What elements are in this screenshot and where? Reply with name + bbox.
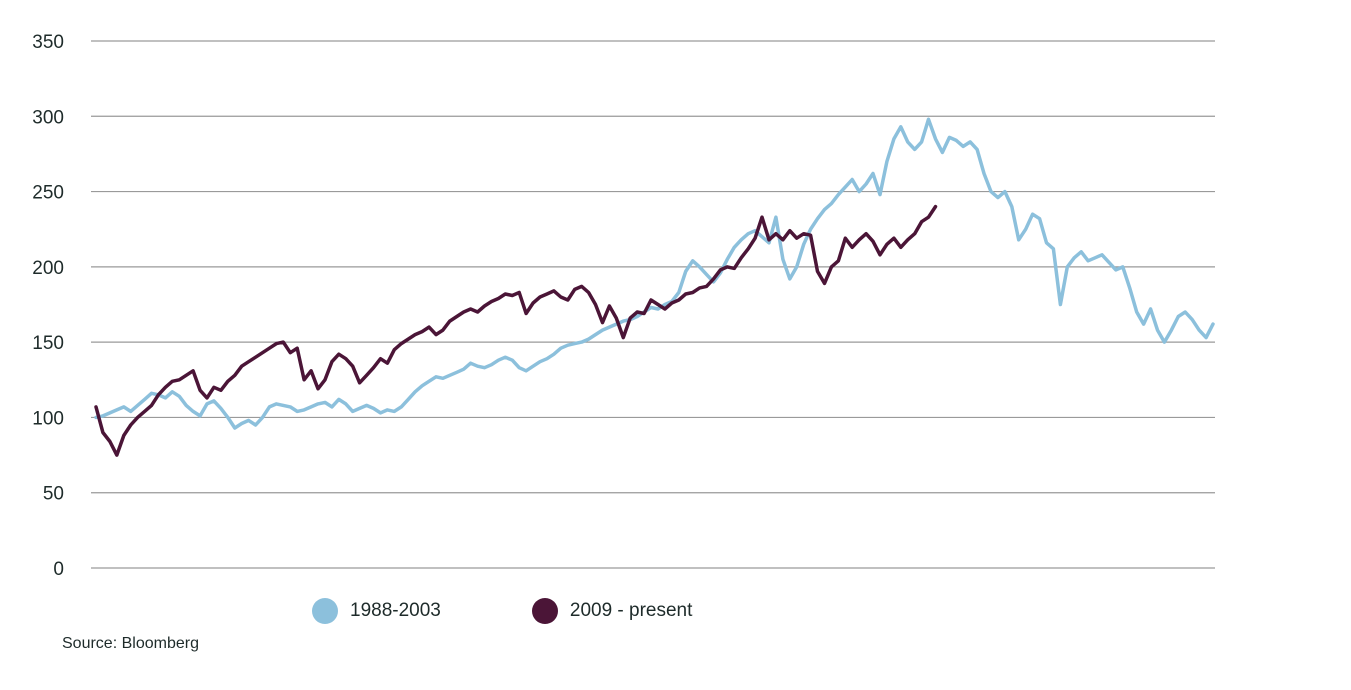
y-tick-label: 0	[53, 559, 64, 580]
legend-label: 1988-2003	[350, 600, 441, 621]
legend-label: 2009 - present	[569, 600, 693, 621]
series-line-2009-present	[94, 204, 938, 457]
y-tick-label: 300	[32, 107, 64, 128]
y-tick-label: 150	[32, 333, 64, 354]
series-lines	[94, 117, 1215, 457]
gridlines	[91, 40, 1215, 569]
legend-swatch	[312, 598, 338, 624]
legend-swatch	[531, 598, 558, 624]
y-tick-label: 200	[32, 258, 64, 279]
source-note: Source: Bloomberg	[62, 635, 199, 652]
legend-item-1988-2003: 1988-2003	[312, 598, 441, 624]
series-line-1988-2003	[94, 117, 1215, 430]
legend: 1988-2003 2009 - present	[312, 598, 783, 624]
y-tick-label: 350	[32, 32, 64, 53]
y-tick-label: 250	[32, 183, 64, 204]
legend-item-2009-present: 2009 - present	[531, 598, 693, 624]
y-tick-label: 100	[32, 408, 64, 429]
y-axis-tick-labels: 0 50 100 150 200 250 300 350	[32, 32, 64, 580]
y-tick-label: 50	[43, 484, 64, 505]
